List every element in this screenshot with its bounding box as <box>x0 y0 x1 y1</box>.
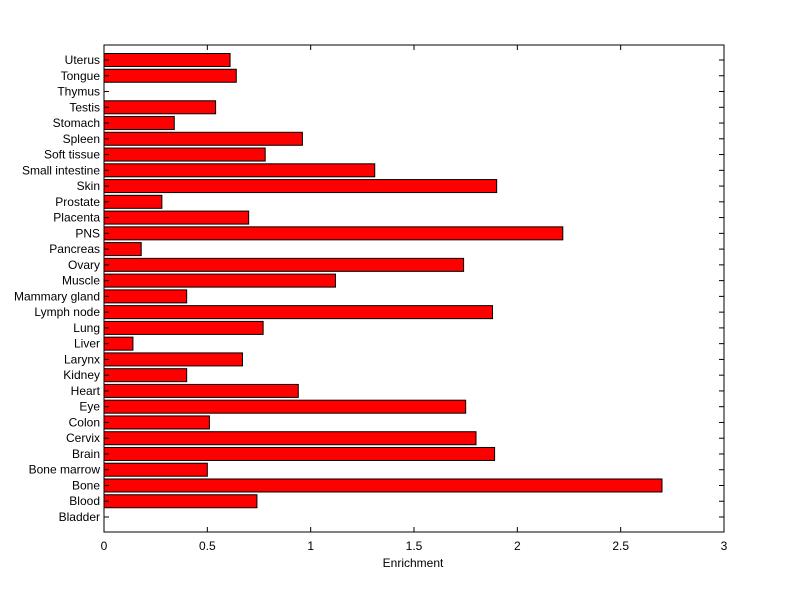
y-tick-label: Liver <box>74 337 100 351</box>
bar-bone <box>103 478 663 493</box>
bar-bone-marrow <box>103 462 208 477</box>
y-tick-label: Colon <box>69 415 100 429</box>
x-axis-label: Enrichment <box>383 556 444 570</box>
x-tick-label: 0 <box>101 539 108 553</box>
bar-soft-tissue <box>103 147 266 162</box>
x-tick-label: 0.5 <box>199 539 216 553</box>
y-tick-label: Bone <box>72 478 100 492</box>
bar-eye <box>103 399 467 414</box>
bar-uterus <box>103 53 231 67</box>
y-tick-label: Uterus <box>65 53 100 67</box>
bar-heart <box>103 383 299 398</box>
y-tick-label: Brain <box>72 447 100 461</box>
bar-spleen <box>103 131 303 146</box>
y-tick-label: Muscle <box>62 274 100 288</box>
y-tick-label: Heart <box>71 384 101 398</box>
bar-lung <box>103 320 264 335</box>
x-tick-label: 3 <box>721 539 728 553</box>
bar-skin <box>103 179 498 194</box>
y-tick-label: Testis <box>69 100 100 114</box>
bar-prostate <box>103 194 163 209</box>
bar-cervix <box>103 431 477 446</box>
bar-larynx <box>103 352 243 367</box>
y-tick-label: Soft tissue <box>44 148 100 162</box>
y-tick-label: Lymph node <box>34 305 100 319</box>
bar-pns <box>103 226 564 241</box>
bar-lymph-node <box>103 305 494 320</box>
y-tick-label: Lung <box>73 321 100 335</box>
y-tick-label: Larynx <box>64 352 100 366</box>
bar-small-intestine <box>103 163 376 178</box>
x-tick-label: 2.5 <box>612 539 629 553</box>
y-tick-label: Bone marrow <box>29 463 101 477</box>
bar-blood <box>103 494 258 509</box>
plot-frame <box>103 44 725 533</box>
y-tick-label: Cervix <box>66 431 100 445</box>
y-tick-label: Skin <box>77 179 100 193</box>
y-tick-label: Ovary <box>68 258 100 272</box>
x-tick-label: 1 <box>307 539 314 553</box>
y-tick-label: Small intestine <box>22 163 100 177</box>
y-tick-label: Kidney <box>63 368 100 382</box>
bar-stomach <box>103 116 175 131</box>
y-tick-label: Mammary gland <box>14 289 100 303</box>
bar-muscle <box>103 273 336 288</box>
y-tick-label: Placenta <box>53 211 100 225</box>
bar-placenta <box>103 210 250 225</box>
y-tick-label: Spleen <box>63 132 100 146</box>
bar-kidney <box>103 368 188 383</box>
bar-tongue <box>103 68 237 83</box>
bar-colon <box>103 415 210 430</box>
y-tick-label: Tongue <box>61 69 101 83</box>
bar-ovary <box>103 257 465 272</box>
x-tick-label: 1.5 <box>406 539 423 553</box>
bar-testis <box>103 100 217 115</box>
y-tick-label: Blood <box>69 494 100 508</box>
y-tick-label: Prostate <box>55 195 100 209</box>
bar-mammary-gland <box>103 289 188 304</box>
x-tick-label: 2 <box>514 539 521 553</box>
y-tick-label: PNS <box>75 226 100 240</box>
bar-brain <box>103 446 496 461</box>
y-tick-label: Pancreas <box>49 242 100 256</box>
y-tick-label: Eye <box>79 400 100 414</box>
y-tick-label: Stomach <box>53 116 100 130</box>
y-tick-label: Bladder <box>59 510 100 524</box>
bar-pancreas <box>103 242 142 257</box>
y-tick-label: Thymus <box>57 85 100 99</box>
